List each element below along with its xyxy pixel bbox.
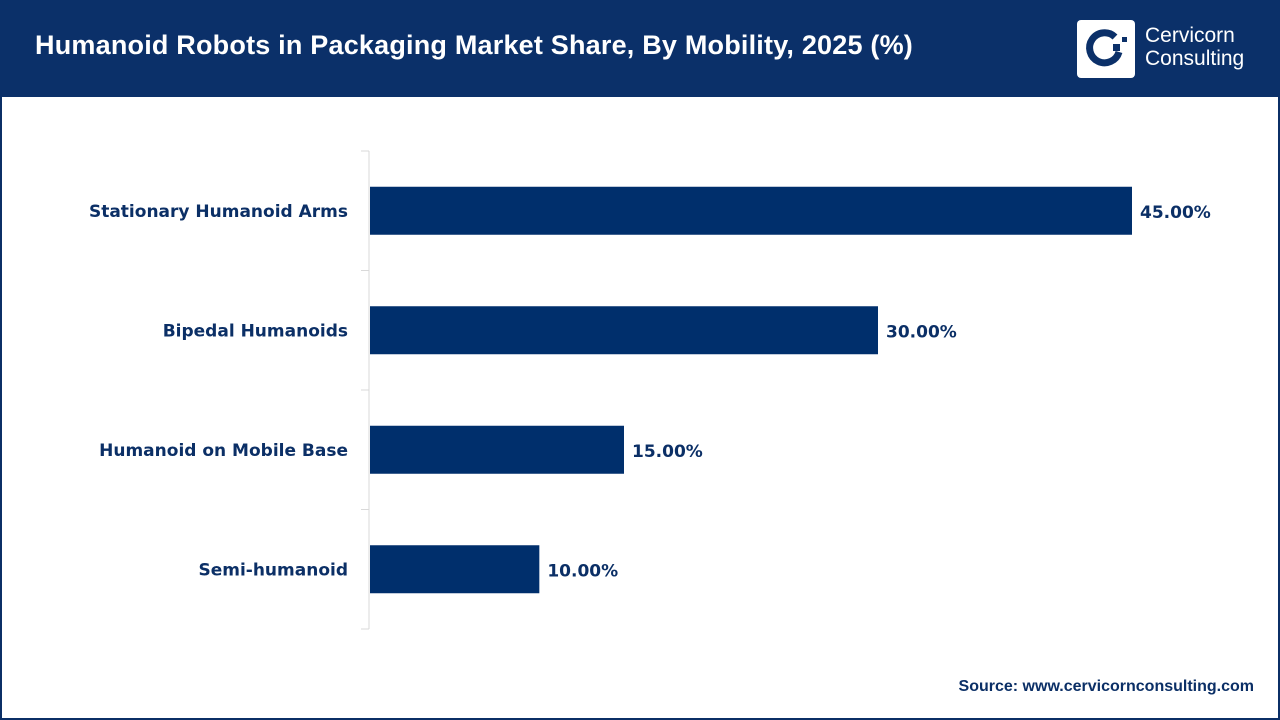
bar: [370, 306, 878, 355]
data-label: 30.00%: [886, 322, 957, 342]
logo-line-2: Consulting: [1145, 47, 1245, 70]
bar: [370, 425, 624, 474]
category-label: Stationary Humanoid Arms: [89, 202, 348, 222]
data-label: 15.00%: [632, 442, 703, 462]
chart-title: Humanoid Robots in Packaging Market Shar…: [35, 30, 913, 60]
bar: [370, 186, 1132, 235]
data-label: 45.00%: [1140, 203, 1211, 223]
data-label: 10.00%: [547, 561, 618, 581]
source-note: Source: www.cervicornconsulting.com: [958, 678, 1254, 695]
logo-line-1: Cervicorn: [1145, 24, 1235, 47]
bar: [370, 545, 540, 594]
category-label: Humanoid on Mobile Base: [99, 441, 348, 461]
logo-text: Cervicorn Consulting: [1145, 24, 1244, 70]
category-label: Semi-humanoid: [198, 560, 348, 580]
cervicorn-logo-icon: [1077, 20, 1135, 78]
header-bar: Humanoid Robots in Packaging Market Shar…: [0, 0, 1280, 97]
category-label: Bipedal Humanoids: [163, 321, 348, 341]
